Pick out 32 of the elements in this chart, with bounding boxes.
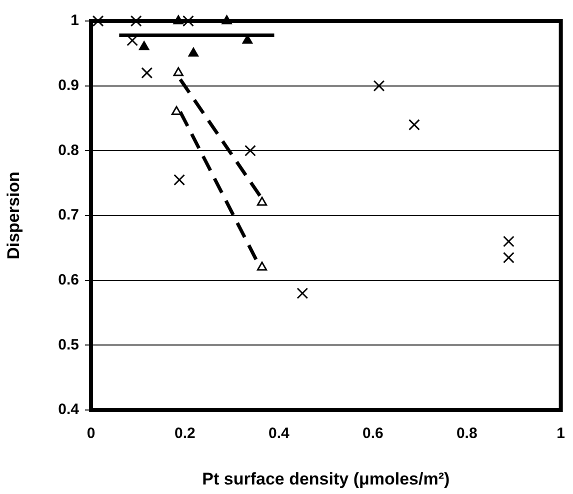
x-tick-label: 0.8	[456, 425, 478, 442]
y-tick-label: 0.5	[58, 336, 79, 354]
point	[256, 196, 268, 206]
y-axis-title: Dispersion	[4, 172, 23, 260]
point	[171, 106, 182, 116]
x-tick-label: 0.2	[174, 425, 196, 442]
point	[296, 288, 308, 299]
y-tick-label: 1	[70, 12, 79, 30]
x-axis-title: Pt surface density (μmoles/m²)	[202, 469, 450, 488]
y-tick-label: 0.7	[58, 206, 79, 224]
x-tick-label: 0	[86, 425, 96, 442]
y-tick-label: 0.8	[58, 142, 79, 159]
point	[173, 67, 184, 76]
point	[373, 80, 385, 92]
point	[188, 48, 199, 57]
point	[502, 236, 514, 248]
point	[141, 67, 153, 79]
point	[182, 15, 194, 27]
y-tick-label: 0.4	[58, 401, 80, 418]
point	[256, 262, 268, 271]
y-tick-label: 0.9	[58, 76, 79, 94]
x-tick-label: 1	[556, 425, 565, 442]
x-tick-label: 0.6	[362, 425, 384, 442]
point	[92, 15, 104, 27]
point	[502, 252, 514, 264]
point	[174, 174, 186, 186]
point	[130, 15, 142, 27]
y-tick-label: 0.6	[58, 271, 79, 288]
point	[408, 119, 420, 130]
point	[139, 41, 150, 50]
x-tick-label: 0.4	[268, 425, 290, 442]
point	[244, 144, 256, 156]
